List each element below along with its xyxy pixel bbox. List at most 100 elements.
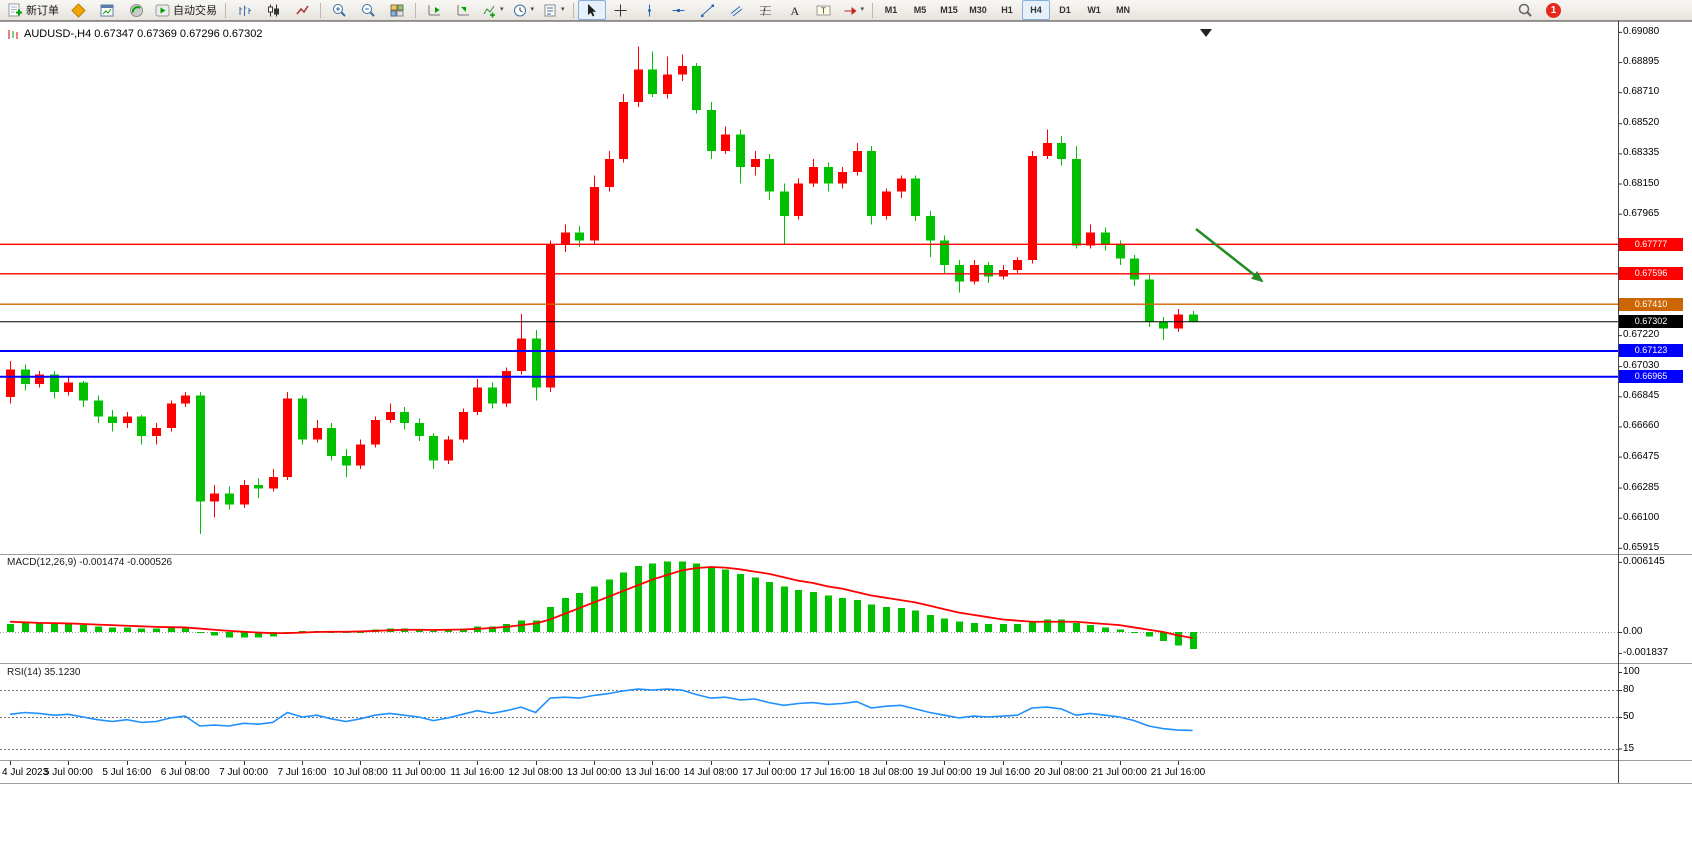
timeframe-m15[interactable]: M15 [940,5,958,15]
price-axis-label: 0.67030 [1623,360,1660,372]
line-chart-button[interactable] [288,0,316,20]
svg-text:A: A [791,4,800,18]
timeframe-m30[interactable]: M30 [969,5,987,15]
time-axis-label: 19 Jul 16:00 [975,767,1031,778]
macd-axis-label: 0.00 [1623,626,1643,637]
macd-axis-label: -0.001837 [1623,646,1669,658]
price-axis-label: 0.65915 [1623,541,1660,553]
time-axis-label: 4 Jul 2023 [2,767,49,778]
arrows-tool-button[interactable]: ▾ [839,0,869,20]
toolbar-separator [225,2,226,18]
bar-chart-button[interactable] [230,0,258,20]
trendline-tool-button[interactable] [694,0,722,20]
svg-text:T: T [821,6,826,15]
notification-badge[interactable]: 1 [1546,2,1561,18]
fibonacci-tool-button[interactable]: f [752,0,780,20]
time-axis-label: 7 Jul 00:00 [219,767,269,778]
cursor-icon [588,3,597,16]
price-axis-label: 0.68895 [1623,56,1660,68]
macd-histogram [7,561,1197,649]
price-axis-label: 0.69080 [1623,25,1660,37]
price-axis-label: 0.66285 [1623,481,1660,493]
zoom-out-icon [361,3,375,17]
zoom-out-button[interactable] [354,0,382,20]
arrow-annotation[interactable] [1195,228,1264,283]
chart-shift-marker[interactable] [1200,29,1212,37]
horizontal-line-tool-button[interactable] [665,0,693,20]
timeframe-d1[interactable]: D1 [1059,5,1071,15]
diamond-icon [70,2,86,18]
cursor-tool-button[interactable] [577,0,606,20]
candlestick-chart-icon [267,4,279,16]
new-order-icon [8,3,22,16]
timeframe-m5[interactable]: M5 [913,5,927,15]
mql5-community-button[interactable] [64,0,92,20]
new-order-button[interactable]: 新订单 [4,0,63,20]
time-axis-label: 17 Jul 00:00 [741,767,797,778]
tile-windows-button[interactable] [383,0,411,20]
time-axis-label: 12 Jul 08:00 [508,767,563,778]
candlestick-chart-button[interactable] [259,0,287,20]
rsi-axis-label: 100 [1623,666,1640,677]
chart-title-text: AUDUSD-,H4 0.67347 0.67369 0.67296 0.673… [24,28,263,40]
time-axis-label: 6 Jul 08:00 [160,767,210,778]
autotrading-label: 自动交易 [173,5,217,17]
templates-button[interactable]: ▾ [539,0,569,20]
periods-button[interactable]: ▾ [509,0,539,20]
price-axis-label: 0.66845 [1623,390,1660,402]
macd-signal-line [9,566,1193,639]
price-axis-label: 0.67220 [1623,329,1660,341]
timeframe-h1[interactable]: H1 [1001,5,1013,15]
macd-label: MACD(12,26,9) -0.001474 -0.000526 [7,557,173,568]
price-level-tag: 0.67410 [1619,297,1683,311]
time-axis-label: 19 Jul 00:00 [917,767,972,778]
auto-scroll-button[interactable] [449,0,477,20]
chart-shift-button[interactable] [420,0,448,20]
macd-axis-label: 0.006145 [1623,555,1665,567]
text-label-tool-button[interactable]: T [810,0,838,20]
chevron-down-icon: ▾ [530,6,535,13]
vertical-line-icon [648,4,652,16]
price-level-tag: 0.67777 [1619,237,1683,251]
search-button[interactable] [1511,0,1539,20]
text-icon: A [791,4,800,18]
chart-title: AUDUSD-,H4 0.67347 0.67369 0.67296 0.673… [7,28,263,40]
price-axis-label: 0.66475 [1623,450,1660,462]
price-axis-label: 0.67965 [1623,207,1660,219]
autotrading-play-icon [155,4,170,16]
text-label-icon: T [816,5,831,15]
chart-canvas[interactable] [0,21,1692,811]
price-axis-label: 0.66100 [1623,511,1660,523]
rsi-axis-label: 50 [1623,711,1635,722]
rsi-axis-label: 15 [1623,742,1635,754]
price-level-tag: 0.67596 [1619,267,1683,281]
zoom-in-button[interactable] [325,0,353,20]
time-axis-label: 13 Jul 16:00 [625,767,680,778]
indicators-button[interactable]: ▾ [478,0,508,20]
timeframe-h4[interactable]: H4 [1022,0,1051,20]
timeframe-mn[interactable]: MN [1116,5,1131,15]
chevron-down-icon: ▾ [500,6,504,13]
auto-scroll-icon [457,4,469,15]
line-chart-icon [295,5,309,14]
arrow-shape-icon [844,6,857,15]
bar-chart-icon [239,5,251,16]
autotrading-button[interactable]: 自动交易 [151,0,221,20]
open-chart-button[interactable] [93,0,121,20]
tile-windows-icon [390,4,403,16]
indicators-icon [483,5,495,17]
time-axis-label: 13 Jul 00:00 [566,767,622,778]
template-icon [544,4,556,16]
text-tool-button[interactable]: A [781,0,809,20]
timeframe-w1[interactable]: W1 [1087,5,1101,15]
time-axis-label: 11 Jul 16:00 [450,767,505,778]
channel-icon [730,5,743,16]
metaquotes-app-button[interactable] [122,0,150,20]
timeframe-m1[interactable]: M1 [884,5,898,15]
vertical-line-tool-button[interactable] [636,0,664,20]
zoom-in-icon [332,3,346,17]
current-price-tag: 0.67302 [1619,315,1683,329]
channel-tool-button[interactable] [723,0,751,20]
crosshair-tool-button[interactable] [607,0,635,20]
horizontal-line-icon [672,8,685,12]
